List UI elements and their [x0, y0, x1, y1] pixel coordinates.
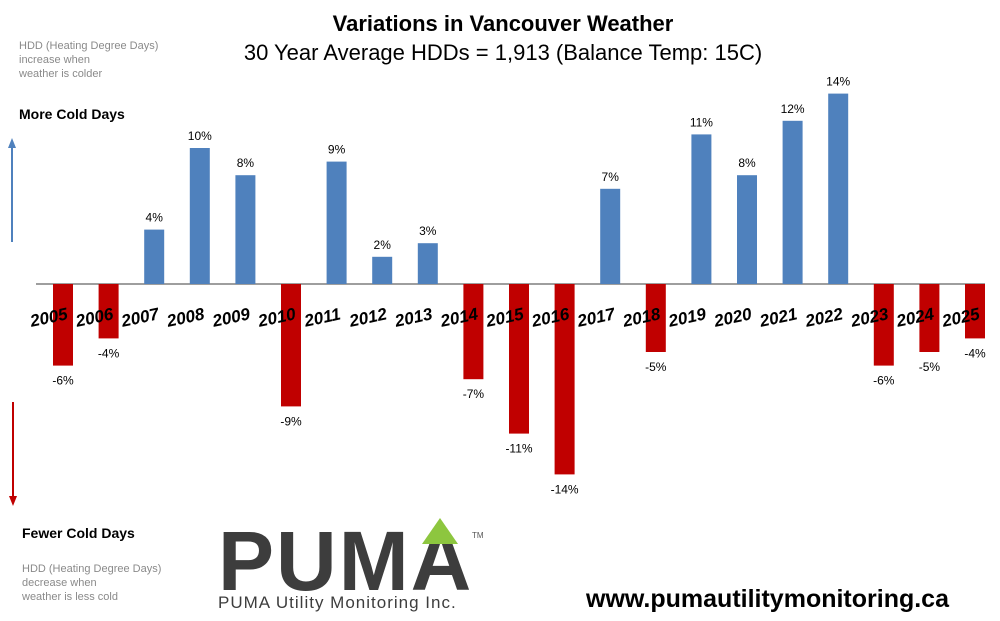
data-label-2008: 10%	[188, 129, 212, 143]
data-label-2022: 14%	[826, 75, 850, 89]
top-note: HDD (Heating Degree Days) increase when …	[18, 40, 158, 80]
x-tick-2007: 2007	[119, 304, 162, 331]
data-label-2009: 8%	[237, 156, 255, 170]
x-tick-2008: 2008	[164, 304, 206, 331]
logo-tagline: PUMA Utility Monitoring Inc.	[218, 593, 457, 612]
arrow-up-icon	[8, 138, 16, 242]
bar-2021	[782, 120, 803, 284]
data-label-2018: -5%	[645, 360, 667, 374]
chart-subtitle: 30 Year Average HDDs = 1,913 (Balance Te…	[244, 40, 762, 65]
bar-2016	[554, 284, 575, 475]
data-label-2011: 9%	[328, 143, 346, 157]
chart-title: Variations in Vancouver Weather	[333, 11, 674, 36]
bar-2012	[372, 256, 393, 284]
arrow-down-icon	[9, 402, 17, 506]
bar-2017	[600, 188, 621, 284]
bar-2011	[326, 161, 347, 284]
bar-2014	[463, 284, 484, 380]
bottom-note-line-1: HDD (Heating Degree Days)	[22, 563, 161, 575]
top-note-line-1: HDD (Heating Degree Days)	[19, 40, 158, 52]
more-cold-days-label: More Cold Days	[19, 106, 125, 122]
top-note-line-3: weather is colder	[18, 68, 102, 80]
data-label-2020: 8%	[738, 156, 756, 170]
top-note-line-2: increase when	[19, 54, 90, 66]
puma-logo: PUMA TM PUMA Utility Monitoring Inc.	[218, 514, 484, 612]
data-label-2025: -4%	[964, 346, 986, 360]
x-tick-2019: 2019	[666, 304, 708, 331]
bar-2025	[965, 284, 985, 339]
data-label-2014: -7%	[463, 387, 485, 401]
bottom-note-line-3: weather is less cold	[21, 591, 118, 603]
bar-2015	[509, 284, 529, 434]
data-label-2005: -6%	[52, 374, 74, 388]
data-label-2012: 2%	[374, 238, 392, 252]
bar-2013	[417, 243, 438, 284]
x-tick-2009: 2009	[210, 304, 252, 331]
bar-2019	[691, 134, 712, 284]
fewer-cold-days-label: Fewer Cold Days	[22, 525, 135, 541]
bottom-note: HDD (Heating Degree Days) decrease when …	[21, 563, 161, 603]
data-label-2023: -6%	[873, 374, 895, 388]
x-tick-2022: 2022	[803, 304, 845, 331]
data-label-2010: -9%	[280, 414, 302, 428]
data-label-2017: 7%	[602, 170, 620, 184]
data-label-2024: -5%	[919, 360, 941, 374]
bar-2008	[189, 148, 210, 284]
plot-area: -6%2005-4%20064%200710%20088%2009-9%2010…	[27, 75, 986, 497]
bar-2009	[235, 175, 256, 284]
website-url: www.pumautilitymonitoring.ca	[585, 585, 950, 613]
bottom-note-line-2: decrease when	[22, 577, 97, 589]
x-tick-2017: 2017	[575, 304, 618, 331]
bar-2006	[98, 284, 119, 339]
bar-2020	[737, 175, 757, 284]
data-label-2021: 12%	[781, 102, 805, 116]
data-label-2013: 3%	[419, 224, 437, 238]
bar-2007	[144, 229, 165, 284]
x-tick-2012: 2012	[347, 304, 389, 331]
bar-2022	[828, 93, 849, 284]
logo-trademark: TM	[472, 531, 484, 540]
bar-2023	[873, 284, 894, 366]
logo-wordmark: PUMA	[218, 514, 473, 608]
data-label-2015: -11%	[505, 442, 532, 456]
data-label-2007: 4%	[146, 211, 164, 225]
data-label-2019: 11%	[690, 115, 713, 129]
x-tick-2013: 2013	[392, 304, 434, 331]
bar-2024	[919, 284, 940, 352]
data-label-2006: -4%	[98, 346, 120, 360]
data-label-2016: -14%	[551, 482, 579, 496]
logo-accent-icon	[422, 518, 458, 544]
x-tick-2011: 2011	[302, 305, 343, 331]
x-tick-2020: 2020	[711, 304, 753, 331]
bar-2010	[281, 284, 301, 407]
bar-2018	[645, 284, 666, 352]
x-tick-2021: 2021	[757, 304, 799, 331]
bar-2005	[53, 284, 73, 366]
